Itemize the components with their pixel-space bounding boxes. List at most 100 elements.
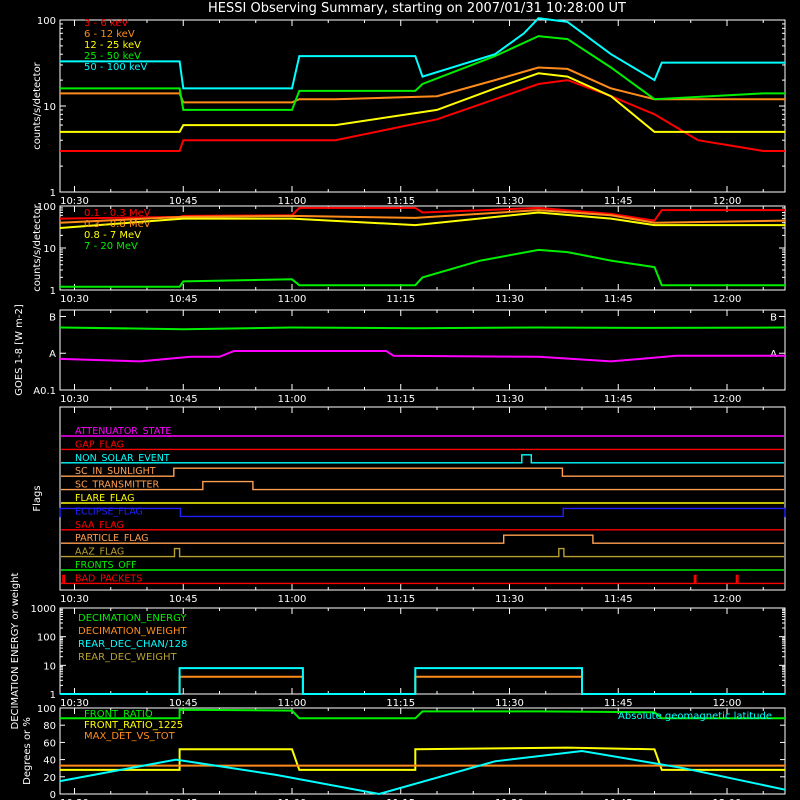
decim-legend-entry: REAR_DEC_CHAN/128 (78, 639, 187, 650)
flags-ylabel: Flags (32, 485, 43, 511)
time-tick-label: 12:00 (713, 394, 742, 405)
time-tick-label: 11:00 (278, 798, 307, 800)
time-tick-label: 11:00 (278, 698, 307, 709)
high-legend-entry: 0.8 - 7 MeV (84, 230, 141, 241)
decim-series-2 (60, 667, 785, 695)
plot-frame-flags (59, 406, 786, 591)
decim-ytick-label: 1000 (31, 604, 56, 615)
decim-ytick-label: 10 (43, 661, 56, 672)
time-tick-label: 11:00 (278, 294, 307, 305)
time-tick-label: 11:45 (604, 294, 633, 305)
high-ytick-label: 1 (50, 286, 56, 297)
rates-series-1 (60, 66, 785, 104)
time-tick-label: 10:45 (169, 698, 198, 709)
time-tick-label: 11:30 (495, 594, 524, 605)
time-tick-label: 12:00 (713, 294, 742, 305)
time-tick-label: 11:00 (278, 394, 307, 405)
rates-ylabel: counts/s/detector (32, 61, 43, 149)
orbit-ytick-label: 20 (43, 773, 56, 784)
flag-line-sc_in_sunlight (61, 467, 784, 477)
time-tick-label: 11:45 (604, 698, 633, 709)
high-series-3 (60, 248, 785, 288)
orbit-ytick-label: 0 (50, 790, 56, 800)
flag-label: NON_SOLAR_EVENT (75, 453, 170, 464)
orbit-ylabel: Degrees or % (22, 717, 33, 785)
time-tick-label: 10:30 (60, 394, 89, 405)
goes-series-1 (59, 350, 785, 363)
high-legend-entry: 0.1 - 0.3 MeV (84, 208, 151, 219)
goes-ytick-label-right: A (770, 349, 777, 360)
rates-series-3 (60, 35, 785, 111)
orbit-ytick-label: 40 (43, 756, 56, 767)
orbit-legend-entry: Absolute geomagnetic latitude (618, 711, 772, 722)
time-tick-label: 11:45 (604, 196, 633, 207)
goes-ytick-label: A0.1 (33, 386, 56, 397)
rates-ytick-label: 100 (37, 16, 56, 27)
time-tick-label: 11:30 (495, 698, 524, 709)
time-tick-label: 11:30 (495, 196, 524, 207)
decim-ytick-label: 100 (37, 633, 56, 644)
flag-line-non_solar_event (61, 454, 784, 464)
rates-series-4 (60, 17, 785, 90)
flag-line-aaz_flag (61, 547, 784, 558)
time-tick-label: 10:30 (60, 196, 89, 207)
high-ytick-label: 100 (37, 202, 56, 213)
time-tick-label: 11:15 (386, 798, 415, 800)
time-tick-label: 10:45 (169, 196, 198, 207)
orbit-ytick-label: 80 (43, 721, 56, 732)
orbit-legend-entry: FRONT_RATIO_1225 (84, 720, 183, 731)
flag-line-particle_flag (61, 534, 784, 544)
flag-line-eclipse_flag (59, 507, 786, 518)
plot-frame-decim (59, 607, 786, 695)
rates-legend-entry: 25 - 50 keV (84, 51, 141, 62)
decim-ytick-label: 1 (50, 690, 56, 701)
flag-label: ECLIPSE_FLAG (75, 506, 143, 517)
time-tick-label: 11:45 (604, 394, 633, 405)
goes-ytick-label: B (49, 312, 56, 323)
rates-ytick-label: 10 (43, 102, 56, 113)
plot-frame-orbit (59, 707, 786, 795)
time-tick-label: 10:45 (169, 294, 198, 305)
orbit-series-0 (60, 708, 785, 720)
orbit-legend-entry: FRONT_RATIO (84, 709, 153, 720)
high-series-2 (59, 211, 785, 229)
rates-legend-entry: 12 - 25 keV (84, 40, 141, 51)
time-tick-label: 11:00 (278, 196, 307, 207)
rates-legend-entry: 50 - 100 keV (84, 62, 148, 73)
goes-series-0 (59, 326, 786, 331)
decim-legend-entry: REAR_DEC_WEIGHT (78, 652, 177, 663)
time-tick-label: 12:00 (713, 798, 742, 800)
goes-ytick-label: A (49, 349, 56, 360)
time-tick-label: 11:15 (386, 594, 415, 605)
goes-ytick-label-right: B (770, 312, 777, 323)
high-ylabel: counts/s/detector (32, 203, 43, 291)
rates-series-2 (60, 72, 785, 133)
time-tick-label: 11:15 (386, 196, 415, 207)
high-ytick-label: 10 (43, 244, 56, 255)
orbit-series-3 (59, 749, 786, 796)
flag-line-bad_packets (61, 574, 784, 585)
time-tick-label: 11:00 (278, 594, 307, 605)
time-tick-label: 10:30 (60, 594, 89, 605)
rates-legend-entry: 6 - 12 keV (84, 29, 135, 40)
time-tick-label: 11:30 (495, 294, 524, 305)
time-tick-label: 10:45 (169, 798, 198, 800)
flag-label: FRONTS_OFF (75, 560, 137, 571)
time-tick-label: 10:45 (169, 594, 198, 605)
high-legend-entry: 7 - 20 MeV (84, 241, 138, 252)
orbit-ytick-label: 100 (37, 704, 56, 715)
time-tick-label: 11:15 (386, 698, 415, 709)
time-tick-label: 11:45 (604, 594, 633, 605)
decim-legend-entry: DECIMATION_WEIGHT (78, 626, 187, 637)
flag-label: SAA_FLAG (75, 520, 124, 531)
time-tick-label: 10:30 (60, 798, 89, 800)
time-tick-label: 11:15 (386, 394, 415, 405)
flag-line-sc_transmitter (61, 480, 784, 491)
time-tick-label: 12:00 (713, 698, 742, 709)
rates-ytick-label: 1 (50, 188, 56, 199)
flag-label: ATTENUATOR_STATE (75, 426, 171, 437)
orbit-ytick-label: 60 (43, 738, 56, 749)
time-tick-label: 12:00 (713, 196, 742, 207)
